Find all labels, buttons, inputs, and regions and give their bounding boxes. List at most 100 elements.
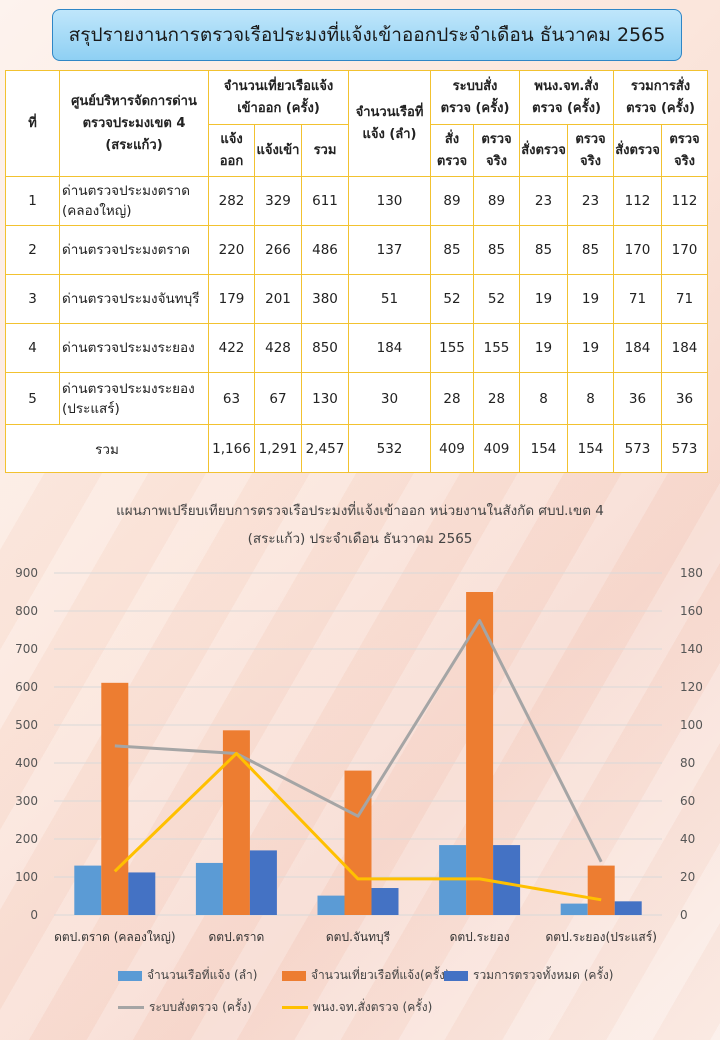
row-number: 1 <box>5 176 60 226</box>
y-right-tick-label: 180 <box>680 566 703 580</box>
cell: 184 <box>348 323 431 373</box>
cell: 130 <box>301 372 349 425</box>
subheader-order: สั่งตรวจ <box>430 124 474 177</box>
row-center-name: ด่านตรวจประมงจันทบุรี <box>59 274 209 324</box>
bar-trips <box>587 865 615 915</box>
row-center-name: ด่านตรวจประมงระยอง (ประแสร์) <box>59 372 209 425</box>
y-right-tick-label: 140 <box>680 642 703 656</box>
header-center: ศูนย์บริหารจัดการด่านตรวจประมงเขต 4 (สระ… <box>59 70 209 177</box>
cell: 1,291 <box>254 424 302 473</box>
combo-chart: 0 100 200 300 400 500 600 700 800 900 0 20 40 60 80 100… <box>15 566 703 945</box>
subheader-order: สั่งตรวจ <box>519 124 568 177</box>
header-officer-order: พนง.จท.สั่งตรวจ (ครั้ง) <box>519 70 614 125</box>
chart-title-line1: แผนภาพเปรียบเทียบการตรวจเรือประมงที่แจ้ง… <box>116 503 604 519</box>
cell: 155 <box>473 323 520 373</box>
subheader-sum: รวม <box>301 124 349 177</box>
subheader-actual: ตรวจจริง <box>473 124 520 177</box>
header-total-order: รวมการสั่งตรวจ (ครั้ง) <box>613 70 708 125</box>
header-boats: จำนวนเรือที่แจ้ง (ลำ) <box>348 70 431 177</box>
page-title-text: สรุปรายงานการตรวจเรือประมงที่แจ้งเข้าออก… <box>68 24 666 46</box>
bar-total <box>493 845 521 915</box>
cell: 19 <box>519 323 568 373</box>
cell: 611 <box>301 176 349 226</box>
legend-item-trips: จำนวนเที่ยวเรือที่แจ้ง(ครั้ง) <box>282 966 450 985</box>
chart-title: แผนภาพเปรียบเทียบการตรวจเรือประมงที่แจ้ง… <box>40 497 680 553</box>
cell: 380 <box>301 274 349 324</box>
y-left-tick-label: 300 <box>15 794 38 808</box>
cell: 28 <box>473 372 520 425</box>
cell: 67 <box>254 372 302 425</box>
page-title: สรุปรายงานการตรวจเรือประมงที่แจ้งเข้าออก… <box>52 9 682 61</box>
cell: 85 <box>430 225 474 275</box>
y-left-tick-label: 900 <box>15 566 38 580</box>
cell: 19 <box>519 274 568 324</box>
cell: 85 <box>567 225 614 275</box>
bar-boats <box>74 865 102 915</box>
y-right-tick-label: 100 <box>680 718 703 732</box>
cell: 409 <box>473 424 520 473</box>
row-number: 2 <box>5 225 60 275</box>
bar-total <box>249 850 277 915</box>
bar-boats <box>195 862 223 915</box>
table-row: 1 ด่านตรวจประมงตราด (คลองใหญ่) 282 329 611 13… <box>5 176 708 226</box>
cell: 23 <box>567 176 614 226</box>
series-line-officer <box>113 752 602 902</box>
table-row: 4 ด่านตรวจประมงระยอง 422 428 850 184 155 155 19 1… <box>5 323 708 373</box>
cell: 2,457 <box>301 424 349 473</box>
cell: 184 <box>613 323 662 373</box>
series-line-system <box>114 619 603 863</box>
cell: 36 <box>661 372 708 425</box>
y-left-tick-label: 200 <box>15 832 38 846</box>
cell: 170 <box>613 225 662 275</box>
cell: 1,166 <box>208 424 255 473</box>
cell: 8 <box>567 372 614 425</box>
legend-line <box>118 1006 144 1009</box>
legend-swatch <box>118 970 142 981</box>
cell: 532 <box>348 424 431 473</box>
cell: 112 <box>613 176 662 226</box>
cell: 201 <box>254 274 302 324</box>
cell: 71 <box>661 274 708 324</box>
cell: 36 <box>613 372 662 425</box>
cell: 137 <box>348 225 431 275</box>
y-right-tick-label: 80 <box>680 756 695 770</box>
cell: 154 <box>567 424 614 473</box>
total-row: รวม 1,166 1,291 2,457 532 409 409 154 15… <box>5 424 708 473</box>
cell: 179 <box>208 274 255 324</box>
header-system-order: ระบบสั่งตรวจ (ครั้ง) <box>430 70 520 125</box>
cell: 409 <box>430 424 474 473</box>
cell: 184 <box>661 323 708 373</box>
cell: 71 <box>613 274 662 324</box>
table-row: 3 ด่านตรวจประมงจันทบุรี 179 201 380 51 52 52 19 1… <box>5 274 708 324</box>
row-number: 4 <box>5 323 60 373</box>
bar-total <box>128 872 156 915</box>
row-number: 3 <box>5 274 60 324</box>
cell: 266 <box>254 225 302 275</box>
x-tick-label: ดตป.ระยอง(ประแสร์) <box>546 930 657 944</box>
cell: 85 <box>473 225 520 275</box>
row-number: 5 <box>5 372 60 425</box>
cell: 19 <box>567 323 614 373</box>
y-right-tick-label: 60 <box>680 794 695 808</box>
row-center-name: ด่านตรวจประมงระยอง <box>59 323 209 373</box>
y-left-tick-label: 400 <box>15 756 38 770</box>
x-tick-label: ดตป.ตราด (คลองใหญ่) <box>54 930 175 944</box>
row-center-name: ด่านตรวจประมงตราด <box>59 225 209 275</box>
header-trips: จำนวนเที่ยวเรือแจ้งเข้าออก (ครั้ง) <box>208 70 349 125</box>
bar-trips <box>344 770 372 915</box>
y-right-tick-label: 160 <box>680 604 703 618</box>
y-left-tick-label: 800 <box>15 604 38 618</box>
cell: 51 <box>348 274 431 324</box>
cell: 282 <box>208 176 255 226</box>
cell: 573 <box>613 424 662 473</box>
cell: 28 <box>430 372 474 425</box>
subheader-order: สั่งตรวจ <box>613 124 662 177</box>
cell: 30 <box>348 372 431 425</box>
y-left-tick-label: 600 <box>15 680 38 694</box>
y-left-tick-label: 700 <box>15 642 38 656</box>
cell: 19 <box>567 274 614 324</box>
cell: 63 <box>208 372 255 425</box>
table-row: 2 ด่านตรวจประมงตราด 220 266 486 137 85 85 85 85 17… <box>5 225 708 275</box>
legend-item-officer: พนง.จท.สั่งตรวจ (ครั้ง) <box>282 998 432 1017</box>
y-right-tick-label: 20 <box>680 870 695 884</box>
